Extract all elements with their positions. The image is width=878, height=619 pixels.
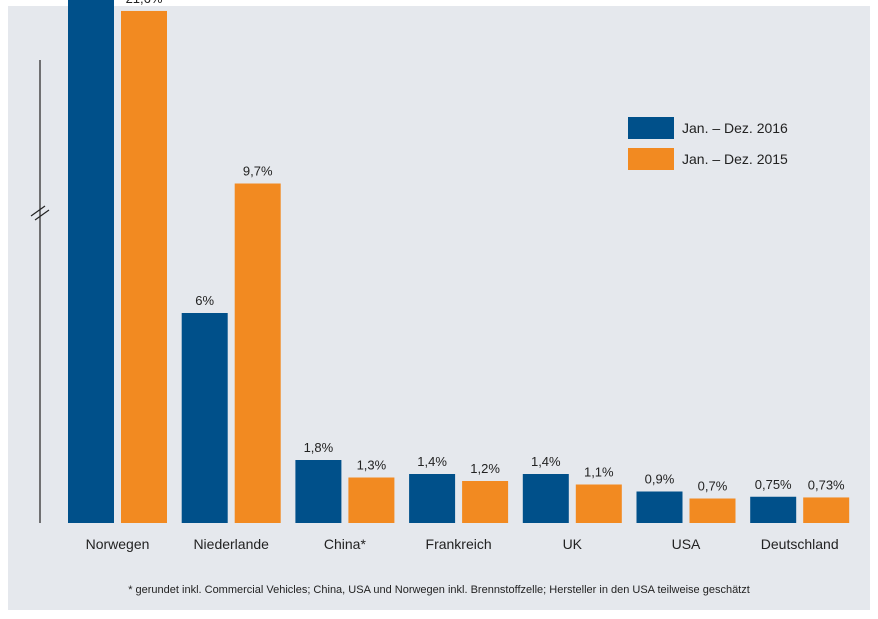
data-label: 1,2% <box>470 461 500 476</box>
data-label: 21,6% <box>126 0 163 6</box>
category-label: Frankreich <box>426 536 492 552</box>
axis-break-mark <box>34 209 50 221</box>
category-label: USA <box>672 536 701 552</box>
data-label: 1,4% <box>531 454 561 469</box>
data-label: 0,73% <box>808 477 845 492</box>
category-label: Norwegen <box>86 536 150 552</box>
legend-label-2015: Jan. – Dez. 2015 <box>682 151 788 167</box>
bar-2016 <box>750 496 797 523</box>
data-label: 1,4% <box>417 454 447 469</box>
legend-swatch-2015 <box>628 148 674 170</box>
bar-2016 <box>636 491 683 523</box>
data-label: 6% <box>195 293 214 308</box>
axis-break-mark <box>30 205 46 217</box>
data-label: 0,7% <box>698 479 728 494</box>
category-label: Niederlande <box>193 536 269 552</box>
bar-2016 <box>181 313 228 523</box>
legend-label-2016: Jan. – Dez. 2016 <box>682 120 788 136</box>
bar-2016 <box>409 474 456 523</box>
data-label: 1,3% <box>357 458 387 473</box>
data-label: 0,75% <box>755 477 792 492</box>
category-label: China* <box>324 536 367 552</box>
bar-2015 <box>121 10 167 523</box>
data-label: 1,8% <box>304 440 334 455</box>
bar-2015 <box>575 484 622 523</box>
data-label: 9,7% <box>243 164 273 179</box>
bar-2016 <box>295 460 342 523</box>
bar-2016 <box>68 0 114 523</box>
bar-2015 <box>348 477 395 523</box>
category-label: UK <box>563 536 583 552</box>
bar-2015 <box>689 498 736 523</box>
bar-2015 <box>462 481 509 523</box>
footnote: * gerundet inkl. Commercial Vehicles; Ch… <box>128 584 750 596</box>
data-label: 1,1% <box>584 465 614 480</box>
bar-2016 <box>522 474 569 523</box>
category-label: Deutschland <box>761 536 839 552</box>
bar-2015 <box>803 497 850 523</box>
bar-2015 <box>234 183 281 523</box>
legend-swatch-2016 <box>628 117 674 139</box>
data-label: 0,9% <box>645 472 675 487</box>
